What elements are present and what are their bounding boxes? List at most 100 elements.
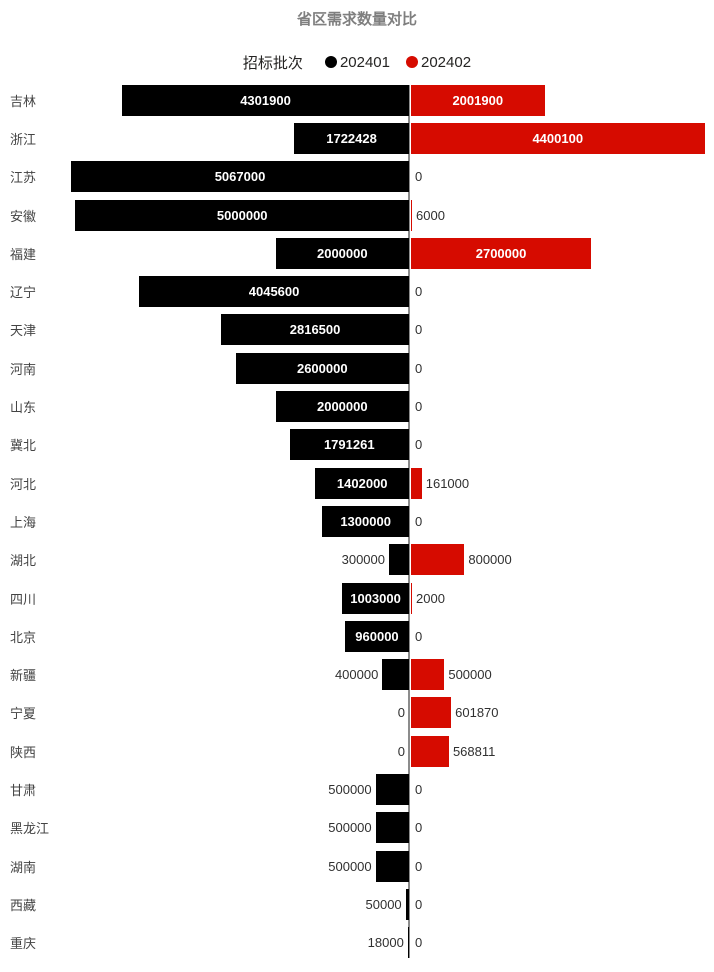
value-label-202402: 0 bbox=[415, 360, 423, 376]
bar-202401[interactable] bbox=[375, 773, 409, 805]
bar-202401[interactable]: 2816500 bbox=[221, 314, 409, 346]
value-label-202402: 500000 bbox=[448, 667, 492, 683]
category-label: 吉林 bbox=[10, 93, 37, 109]
value-label-202402: 0 bbox=[415, 781, 423, 797]
bar-202402[interactable] bbox=[411, 659, 445, 691]
value-label-202402: 0 bbox=[415, 628, 423, 644]
category-label: 重庆 bbox=[10, 936, 37, 952]
category-label: 河北 bbox=[10, 476, 37, 492]
bar-202402[interactable] bbox=[411, 467, 422, 499]
bar-202401[interactable]: 960000 bbox=[344, 620, 409, 652]
category-label: 辽宁 bbox=[10, 285, 37, 301]
bar-202402[interactable]: 2700000 bbox=[411, 237, 592, 269]
value-label-202402: 0 bbox=[415, 935, 423, 951]
bar-202401[interactable] bbox=[375, 812, 409, 844]
category-label: 山东 bbox=[10, 400, 37, 416]
value-label-202401: 0 bbox=[397, 705, 405, 721]
chart-row: 冀北 1791261 0 bbox=[0, 426, 714, 464]
value-label-202402: 161000 bbox=[425, 475, 470, 491]
legend-item-202402[interactable]: 202402 bbox=[406, 54, 471, 71]
bar-202401[interactable]: 1791261 bbox=[289, 429, 409, 461]
legend-item-202401[interactable]: 202401 bbox=[324, 54, 390, 71]
chart-row: 新疆 400000 500000 bbox=[0, 655, 714, 693]
value-label-202402: 568811 bbox=[452, 743, 496, 759]
chart-row: 河南 2600000 0 bbox=[0, 349, 714, 387]
chart-row: 福建 2000000 2700000 bbox=[0, 234, 714, 272]
bar-202402[interactable] bbox=[411, 544, 465, 576]
bar-202402[interactable]: 4400100 bbox=[411, 122, 705, 154]
category-label: 西藏 bbox=[10, 897, 37, 913]
value-label-202402: 0 bbox=[415, 284, 423, 300]
category-label: 陕西 bbox=[10, 744, 37, 760]
chart-row: 西藏 50000 0 bbox=[0, 885, 714, 923]
bar-202401[interactable]: 1722428 bbox=[294, 122, 409, 154]
value-label-202401: 1003000 bbox=[350, 590, 401, 606]
chart-row: 吉林 4301900 2001900 bbox=[0, 81, 714, 119]
category-label: 安徽 bbox=[10, 208, 37, 224]
chart-row: 黑龙江 500000 0 bbox=[0, 809, 714, 847]
chart-row: 北京 960000 0 bbox=[0, 617, 714, 655]
bar-202401[interactable]: 5000000 bbox=[75, 199, 409, 231]
bar-202401[interactable]: 1300000 bbox=[322, 505, 409, 537]
category-label: 黑龙江 bbox=[10, 821, 50, 837]
bar-202402[interactable]: 2001900 bbox=[411, 84, 545, 116]
value-label-202402: 0 bbox=[415, 858, 423, 874]
value-label-202401: 1402000 bbox=[336, 475, 388, 491]
legend: 招标批次 202401 202402 bbox=[0, 50, 714, 74]
value-label-202402: 0 bbox=[415, 896, 423, 912]
value-label-202402: 0 bbox=[415, 399, 423, 415]
chart-row: 湖北 300000 800000 bbox=[0, 541, 714, 579]
chart-title: 省区需求数量对比 bbox=[296, 11, 417, 28]
value-label-202401: 5067000 bbox=[214, 169, 266, 185]
chart-row: 甘肃 500000 0 bbox=[0, 770, 714, 808]
bar-202401[interactable] bbox=[375, 850, 409, 882]
bar-202401[interactable]: 2000000 bbox=[275, 391, 409, 423]
bar-202401[interactable]: 5067000 bbox=[71, 161, 409, 193]
value-label-202401: 960000 bbox=[355, 628, 399, 644]
category-label: 上海 bbox=[10, 514, 37, 530]
bar-202401[interactable]: 2600000 bbox=[235, 352, 409, 384]
bar-202401[interactable]: 2000000 bbox=[275, 237, 409, 269]
value-label-202401: 400000 bbox=[334, 667, 379, 683]
value-label-202401: 18000 bbox=[367, 935, 404, 951]
value-label-202402: 0 bbox=[415, 322, 423, 338]
bar-202401[interactable] bbox=[405, 888, 409, 920]
legend-title: 招标批次 bbox=[242, 54, 303, 72]
chart-row: 辽宁 4045600 0 bbox=[0, 272, 714, 310]
value-label-202401: 2816500 bbox=[289, 322, 341, 338]
legend-items: 202401 202402 bbox=[324, 54, 471, 71]
category-label: 新疆 bbox=[10, 668, 37, 684]
chart-row: 河北 1402000 161000 bbox=[0, 464, 714, 502]
value-label-202401: 1300000 bbox=[340, 513, 391, 529]
value-label-202401: 50000 bbox=[365, 896, 402, 912]
bar-202401[interactable] bbox=[382, 659, 409, 691]
chart-row: 湖南 500000 0 bbox=[0, 847, 714, 885]
axis-line bbox=[408, 85, 410, 958]
category-label: 湖南 bbox=[10, 859, 37, 875]
value-label-202401: 4045600 bbox=[248, 284, 300, 300]
category-label: 北京 bbox=[10, 629, 37, 645]
bar-202402[interactable] bbox=[411, 697, 452, 729]
chart-row: 上海 1300000 0 bbox=[0, 502, 714, 540]
chart-row: 浙江 1722428 4400100 bbox=[0, 119, 714, 157]
bar-202401[interactable]: 4301900 bbox=[122, 84, 409, 116]
bar-202402[interactable] bbox=[411, 199, 412, 231]
bar-202401[interactable] bbox=[389, 544, 409, 576]
chart-area: 吉林 4301900 2001900 浙江 1722428 4400100 江苏 506700… bbox=[0, 81, 714, 962]
value-label-202402: 2700000 bbox=[475, 245, 527, 261]
bar-202401[interactable] bbox=[407, 927, 409, 959]
category-label: 福建 bbox=[10, 246, 37, 262]
value-label-202401: 0 bbox=[397, 743, 405, 759]
legend-dot-202402 bbox=[406, 56, 418, 68]
chart-row: 四川 1003000 2000 bbox=[0, 579, 714, 617]
bar-202402[interactable] bbox=[411, 735, 449, 767]
bar-202401[interactable]: 1402000 bbox=[315, 467, 409, 499]
bar-202401[interactable]: 4045600 bbox=[139, 276, 409, 308]
category-label: 天津 bbox=[10, 323, 37, 339]
value-label-202402: 2000 bbox=[416, 590, 445, 606]
bar-202401[interactable]: 1003000 bbox=[342, 582, 409, 614]
chart-row: 江苏 5067000 0 bbox=[0, 158, 714, 196]
chart-row: 重庆 18000 0 bbox=[0, 924, 714, 962]
bar-202402[interactable] bbox=[411, 582, 412, 614]
